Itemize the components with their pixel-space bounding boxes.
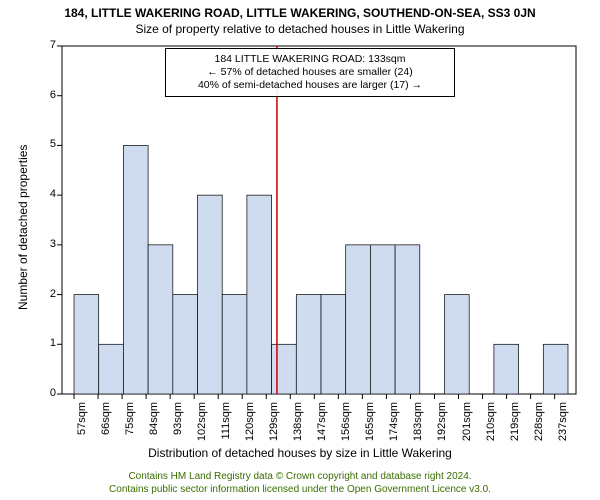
x-tick-label: 147sqm xyxy=(316,402,328,452)
histogram-bar xyxy=(370,245,395,394)
histogram-bar xyxy=(444,295,469,394)
y-tick-label: 3 xyxy=(38,238,56,250)
x-tick-label: 228sqm xyxy=(533,402,545,452)
x-tick-label: 165sqm xyxy=(364,402,376,452)
y-tick-label: 5 xyxy=(38,138,56,150)
histogram-bar xyxy=(173,295,198,394)
histogram-bar xyxy=(148,245,173,394)
x-tick-label: 237sqm xyxy=(557,402,569,452)
annotation-line3: 40% of semi-detached houses are larger (… xyxy=(174,79,446,92)
supertitle: 184, LITTLE WAKERING ROAD, LITTLE WAKERI… xyxy=(0,0,600,20)
histogram-bar xyxy=(296,295,321,394)
y-tick-label: 1 xyxy=(38,337,56,349)
x-tick-label: 219sqm xyxy=(509,402,521,452)
x-tick-label: 66sqm xyxy=(100,402,112,452)
histogram-bar xyxy=(123,145,148,394)
histogram-bar xyxy=(198,195,223,394)
x-tick-label: 102sqm xyxy=(196,402,208,452)
x-tick-label: 57sqm xyxy=(76,402,88,452)
x-tick-label: 156sqm xyxy=(340,402,352,452)
x-tick-label: 120sqm xyxy=(244,402,256,452)
x-tick-label: 75sqm xyxy=(124,402,136,452)
x-tick-label: 201sqm xyxy=(461,402,473,452)
x-tick-label: 138sqm xyxy=(292,402,304,452)
y-tick-label: 0 xyxy=(38,387,56,399)
y-tick-label: 2 xyxy=(38,288,56,300)
x-tick-label: 93sqm xyxy=(172,402,184,452)
x-tick-label: 111sqm xyxy=(220,402,232,452)
histogram-bar xyxy=(346,245,371,394)
annotation-line1: 184 LITTLE WAKERING ROAD: 133sqm xyxy=(174,53,446,66)
x-tick-label: 174sqm xyxy=(388,402,400,452)
histogram-bar xyxy=(272,344,297,394)
histogram-bar xyxy=(99,344,124,394)
x-tick-label: 183sqm xyxy=(412,402,424,452)
annotation-box: 184 LITTLE WAKERING ROAD: 133sqm ← 57% o… xyxy=(165,48,455,97)
y-tick-label: 4 xyxy=(38,188,56,200)
annotation-line2: ← 57% of detached houses are smaller (24… xyxy=(174,66,446,79)
x-tick-label: 84sqm xyxy=(148,402,160,452)
histogram-bar xyxy=(494,344,519,394)
footer-line2: Contains public sector information licen… xyxy=(0,484,600,497)
y-tick-label: 7 xyxy=(38,39,56,51)
histogram-bar xyxy=(543,344,568,394)
x-tick-label: 210sqm xyxy=(485,402,497,452)
footer: Contains HM Land Registry data © Crown c… xyxy=(0,471,600,496)
histogram-bar xyxy=(222,295,247,394)
chart-area xyxy=(62,46,576,394)
y-axis-label: Number of detached properties xyxy=(16,145,30,310)
histogram-bar xyxy=(247,195,272,394)
x-tick-label: 192sqm xyxy=(436,402,448,452)
y-tick-label: 6 xyxy=(38,89,56,101)
x-tick-label: 129sqm xyxy=(268,402,280,452)
footer-line1: Contains HM Land Registry data © Crown c… xyxy=(0,471,600,484)
histogram-bar xyxy=(74,295,99,394)
histogram-bar xyxy=(321,295,346,394)
chart-title: Size of property relative to detached ho… xyxy=(0,20,600,36)
histogram-bar xyxy=(395,245,420,394)
